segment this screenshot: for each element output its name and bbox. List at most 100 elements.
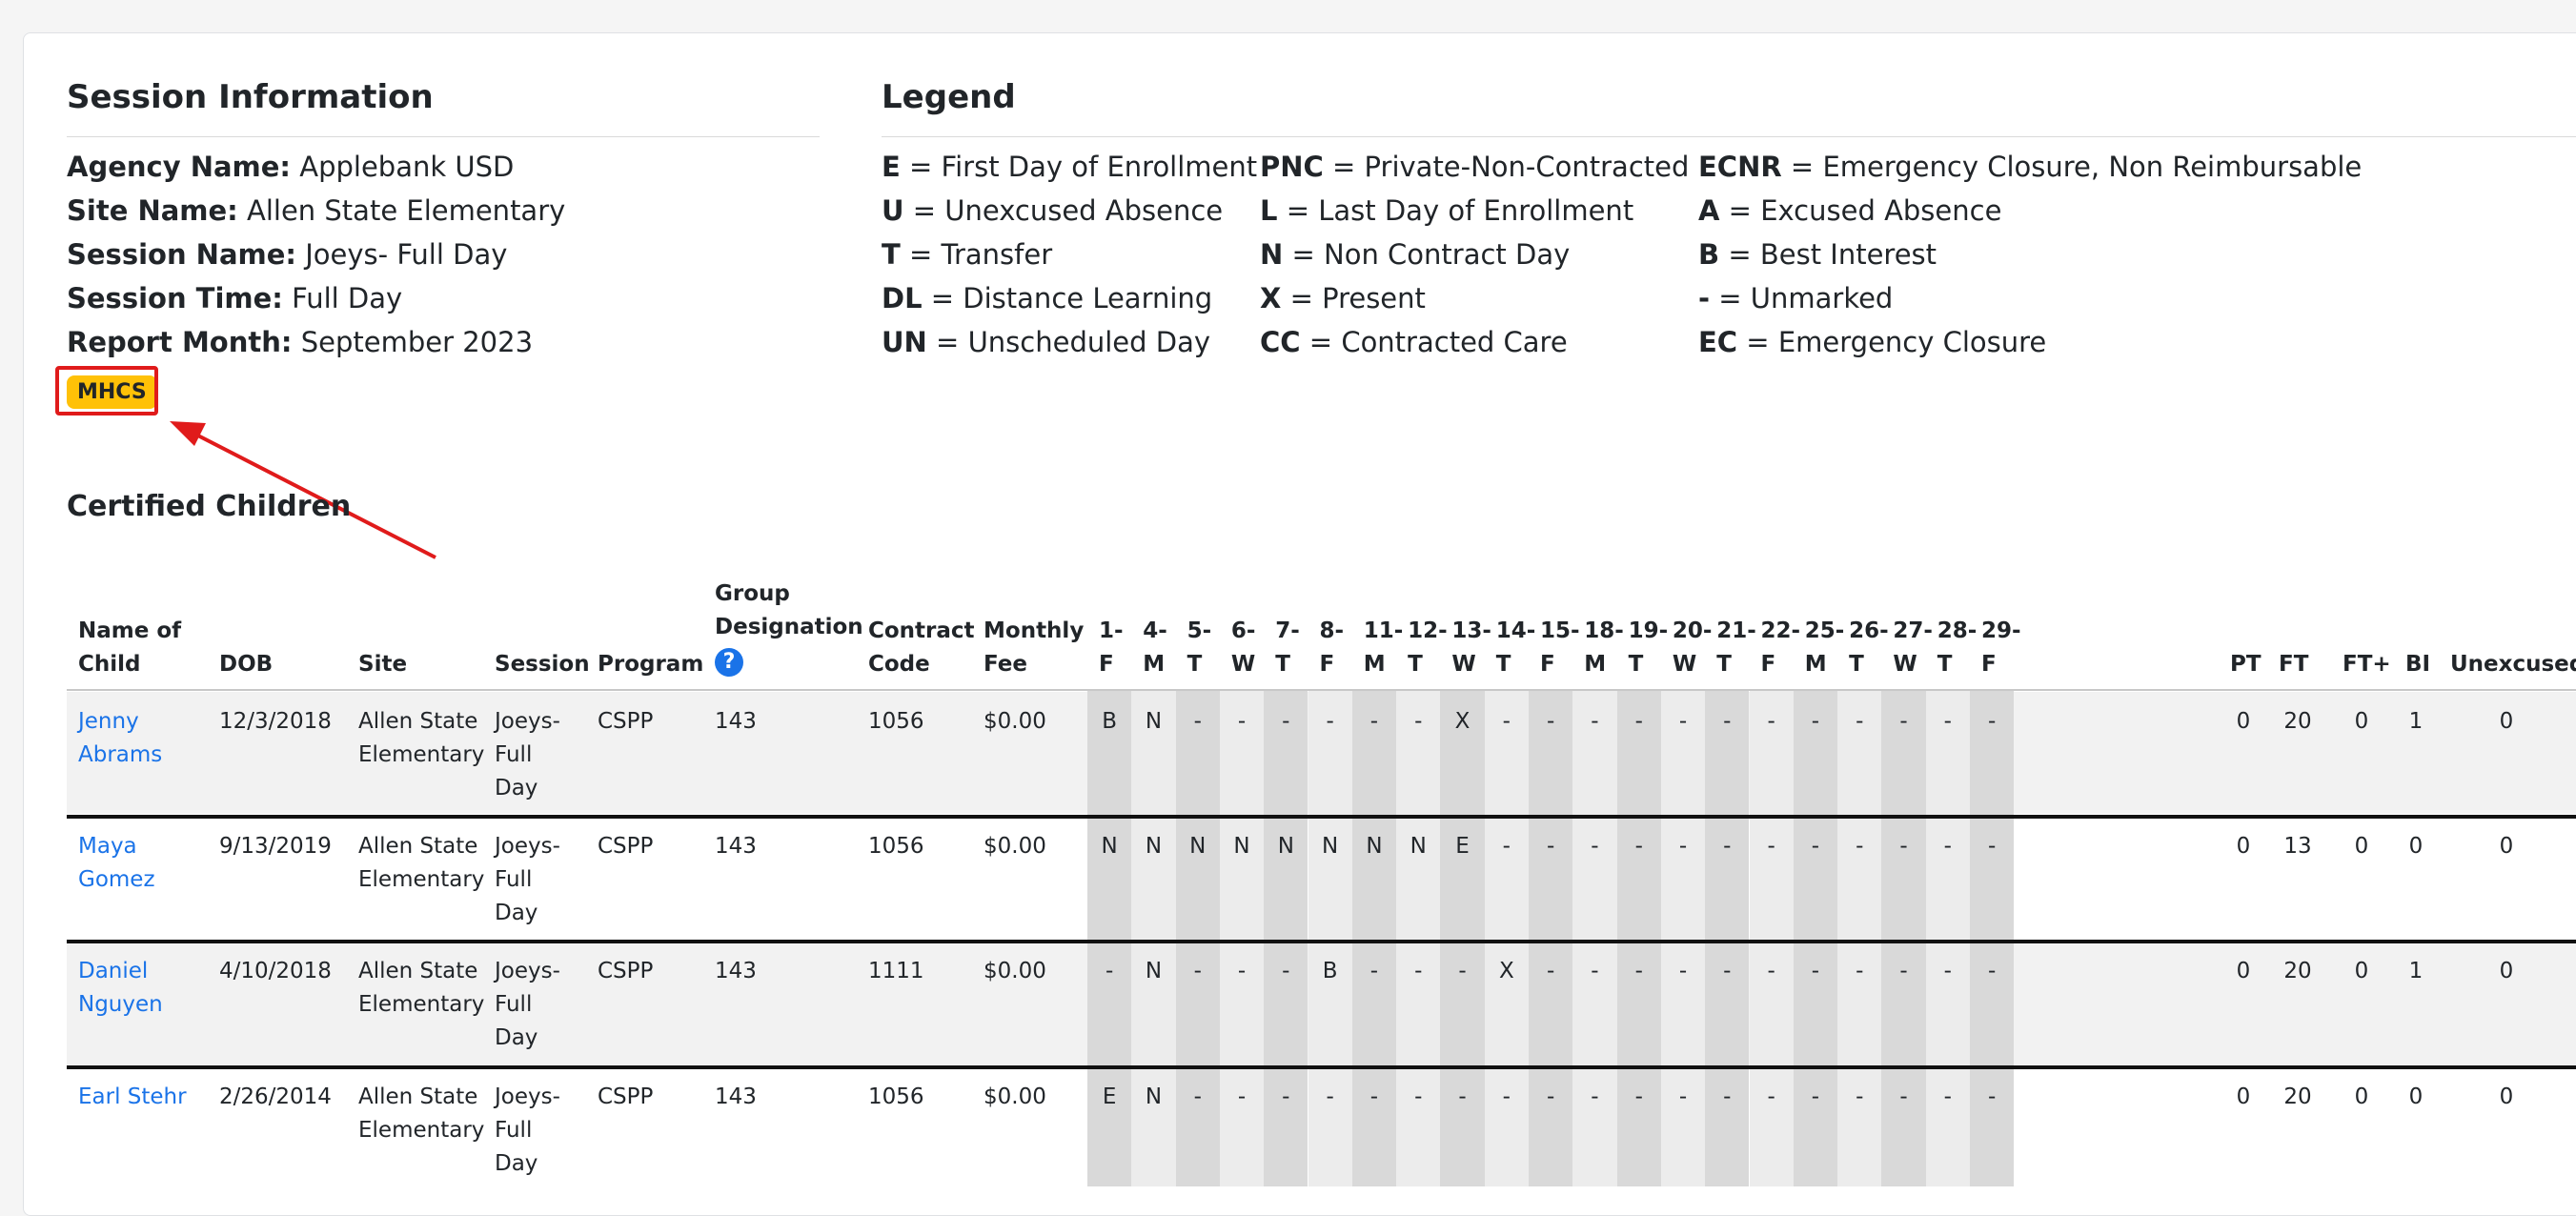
attendance-mark: - xyxy=(1237,709,1247,734)
child-name-link[interactable]: Earl Stehr xyxy=(78,1084,187,1109)
attendance-mark: - xyxy=(1105,959,1114,983)
header-day-28: 28- T xyxy=(1937,618,1978,677)
month-label: Report Month: xyxy=(67,326,293,358)
day-column-shade xyxy=(1572,691,1617,1186)
attendance-mark: - xyxy=(1811,1084,1820,1109)
header-day-5: 5- T xyxy=(1187,618,1212,677)
attendance-mark: - xyxy=(1458,959,1467,983)
header-session: Session xyxy=(495,652,590,677)
attendance-mark: - xyxy=(1282,709,1290,734)
attendance-mark: - xyxy=(1943,834,1952,859)
child-ft-plus: 0 xyxy=(2354,1084,2369,1109)
day-column-shade xyxy=(1087,691,1132,1186)
header-name-of-child: Name of Child xyxy=(78,618,182,677)
child-contract-code: 1111 xyxy=(868,959,924,983)
attendance-mark: - xyxy=(1634,959,1643,983)
attendance-mark: - xyxy=(1811,709,1820,734)
child-session: Joeys- Full Day xyxy=(495,834,560,925)
attendance-mark: - xyxy=(1987,834,1997,859)
attendance-mark: - xyxy=(1678,834,1688,859)
attendance-mark: - xyxy=(1369,959,1379,983)
child-program: CSPP xyxy=(598,709,654,734)
child-pt: 0 xyxy=(2236,959,2251,983)
attendance-mark: - xyxy=(1591,959,1599,983)
child-ft: 20 xyxy=(2283,1084,2312,1109)
header-day-14: 14- T xyxy=(1495,618,1536,677)
legend-item: N = Non Contract Day xyxy=(1260,238,1570,271)
legend-code: DL xyxy=(882,282,923,314)
child-ft-plus: 0 xyxy=(2354,709,2369,734)
legend-item: CC = Contracted Care xyxy=(1260,326,1568,358)
attendance-mark: - xyxy=(1502,834,1511,859)
legend-divider xyxy=(882,136,2576,137)
annotation-highlight-box xyxy=(55,366,158,415)
attendance-mark: N xyxy=(1366,834,1383,859)
child-site: Allen State Elementary xyxy=(358,1084,485,1143)
child-name-link[interactable]: Daniel Nguyen xyxy=(78,959,163,1017)
legend-code: N xyxy=(1260,238,1284,271)
session-label: Session Name: xyxy=(67,238,297,271)
child-monthly-fee: $0.00 xyxy=(984,1084,1046,1109)
attendance-mark: - xyxy=(1943,709,1952,734)
header-program: Program xyxy=(598,652,704,677)
attendance-mark: - xyxy=(1767,959,1775,983)
legend-code: PNC xyxy=(1260,151,1324,183)
attendance-mark: - xyxy=(1723,959,1732,983)
child-pt: 0 xyxy=(2236,1084,2251,1109)
legend-code: T xyxy=(882,238,901,271)
day-column-shade xyxy=(1440,691,1485,1186)
legend-title: Legend xyxy=(882,78,1016,116)
question-circle-icon[interactable]: ? xyxy=(715,648,743,677)
header-day-4: 4- M xyxy=(1143,618,1167,677)
child-name-link[interactable]: Maya Gomez xyxy=(78,834,155,892)
attendance-mark: - xyxy=(1856,709,1864,734)
session-time: Session Time: Full Day xyxy=(67,282,402,314)
child-bi: 1 xyxy=(2408,709,2424,734)
child-program: CSPP xyxy=(598,834,654,859)
header-day-25: 25- M xyxy=(1804,618,1845,677)
child-ft: 20 xyxy=(2283,959,2312,983)
child-bi: 0 xyxy=(2408,1084,2424,1109)
legend-description: = First Day of Enrollment xyxy=(900,151,1258,183)
attendance-mark: N xyxy=(1145,709,1163,734)
child-ft-plus: 0 xyxy=(2354,959,2369,983)
header-day-20: 20- W xyxy=(1672,618,1713,677)
child-site: Allen State Elementary xyxy=(358,709,485,767)
child-session: Joeys- Full Day xyxy=(495,709,560,801)
attendance-mark: - xyxy=(1943,959,1952,983)
attendance-mark: B xyxy=(1102,709,1118,734)
header-dob: DOB xyxy=(219,652,274,677)
day-column-shade xyxy=(1131,691,1176,1186)
legend-description: = Private-Non-Contracted xyxy=(1323,151,1690,183)
attendance-mark: - xyxy=(1546,959,1555,983)
session-info-title: Session Information xyxy=(67,78,434,116)
attendance-mark: N xyxy=(1145,959,1163,983)
attendance-mark: N xyxy=(1189,834,1207,859)
month-value: September 2023 xyxy=(292,326,534,358)
certified-children-title: Certified Children xyxy=(67,490,352,523)
day-column-shade xyxy=(1881,691,1926,1186)
child-pt: 0 xyxy=(2236,709,2251,734)
child-contract-code: 1056 xyxy=(868,1084,924,1109)
attendance-mark: N xyxy=(1101,834,1118,859)
legend-description: = Non Contract Day xyxy=(1283,238,1571,271)
site-name: Site Name: Allen State Elementary xyxy=(67,194,565,227)
child-group-designation: 143 xyxy=(715,959,757,983)
header-day-26: 26- T xyxy=(1849,618,1889,677)
attendance-mark: - xyxy=(1943,1084,1952,1109)
legend-description: = Excused Absence xyxy=(1719,194,2002,227)
attendance-mark: - xyxy=(1193,1084,1202,1109)
child-site: Allen State Elementary xyxy=(358,959,485,1017)
day-column-shade xyxy=(1396,691,1441,1186)
day-column-shade xyxy=(1925,691,1970,1186)
attendance-mark: - xyxy=(1678,959,1688,983)
attendance-mark: - xyxy=(1591,1084,1599,1109)
attendance-mark: - xyxy=(1502,1084,1511,1109)
legend-description: = Distance Learning xyxy=(922,282,1213,314)
attendance-mark: - xyxy=(1723,1084,1732,1109)
legend-description: = Unexcused Absence xyxy=(903,194,1224,227)
child-name-link[interactable]: Jenny Abrams xyxy=(78,709,163,767)
header-day-18: 18- M xyxy=(1584,618,1624,677)
legend-item: L = Last Day of Enrollment xyxy=(1260,194,1633,227)
attendance-mark: B xyxy=(1322,959,1338,983)
